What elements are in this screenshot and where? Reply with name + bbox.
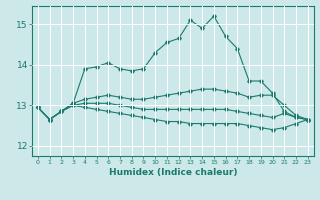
X-axis label: Humidex (Indice chaleur): Humidex (Indice chaleur) [108,168,237,177]
